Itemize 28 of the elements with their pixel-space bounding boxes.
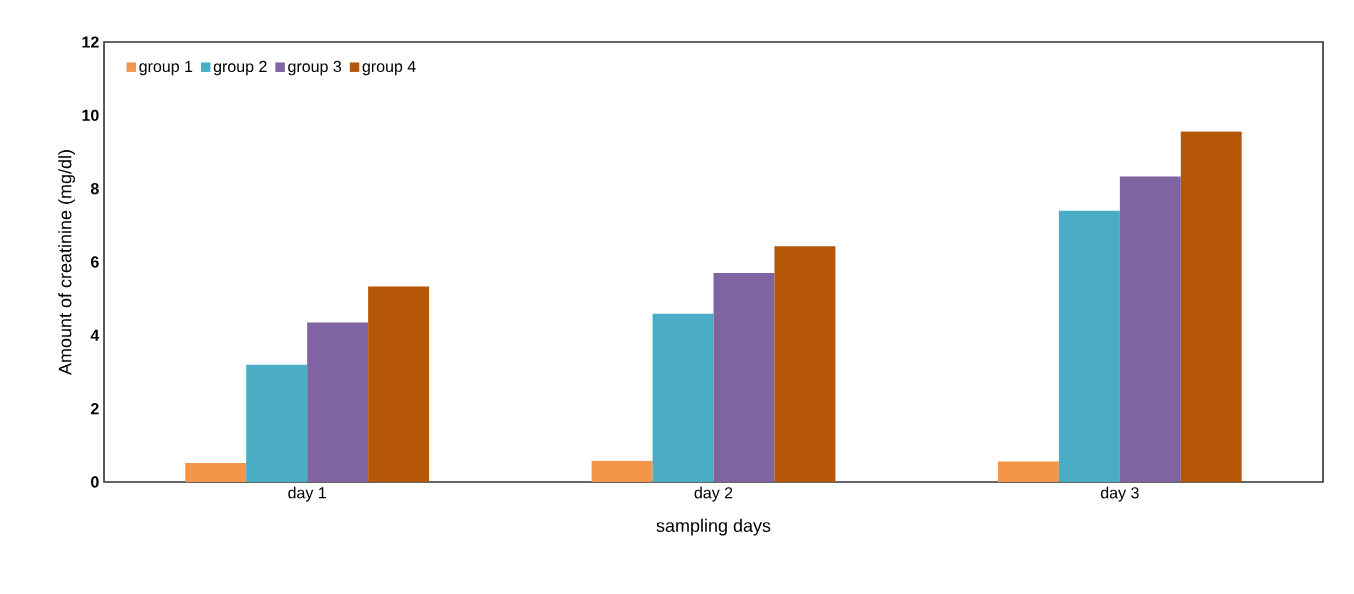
- bar: [185, 462, 247, 482]
- x-tick-label: day 2: [694, 486, 733, 502]
- y-tick-label: 0: [91, 476, 99, 488]
- x-axis-title: sampling days: [656, 518, 771, 536]
- bar: [246, 364, 308, 482]
- y-axis-title: Amount of creatinine (mg/dl): [58, 150, 76, 376]
- x-tick-label: day 3: [1100, 486, 1139, 502]
- bar: [1180, 131, 1242, 482]
- y-tick-label: 8: [90, 183, 99, 195]
- x-tick-label: day 1: [288, 486, 326, 502]
- bar: [997, 461, 1059, 482]
- y-tick-label: 12: [82, 36, 99, 48]
- legend-label: group 3: [288, 60, 342, 76]
- y-tick-label: 6: [90, 256, 99, 268]
- bar: [368, 286, 430, 482]
- bar: [1119, 176, 1181, 482]
- bar: [774, 246, 836, 482]
- legend-label: group 4: [362, 60, 416, 76]
- bar: [713, 273, 775, 482]
- bar: [1058, 210, 1120, 482]
- y-tick-label: 4: [90, 329, 100, 341]
- legend-label: group 2: [213, 60, 267, 76]
- bar: [307, 322, 369, 482]
- bar: [652, 313, 714, 482]
- y-tick-label: 2: [90, 403, 99, 415]
- legend-label: group 1: [139, 60, 193, 76]
- bar: [591, 460, 653, 482]
- y-tick-label: 10: [82, 109, 99, 121]
